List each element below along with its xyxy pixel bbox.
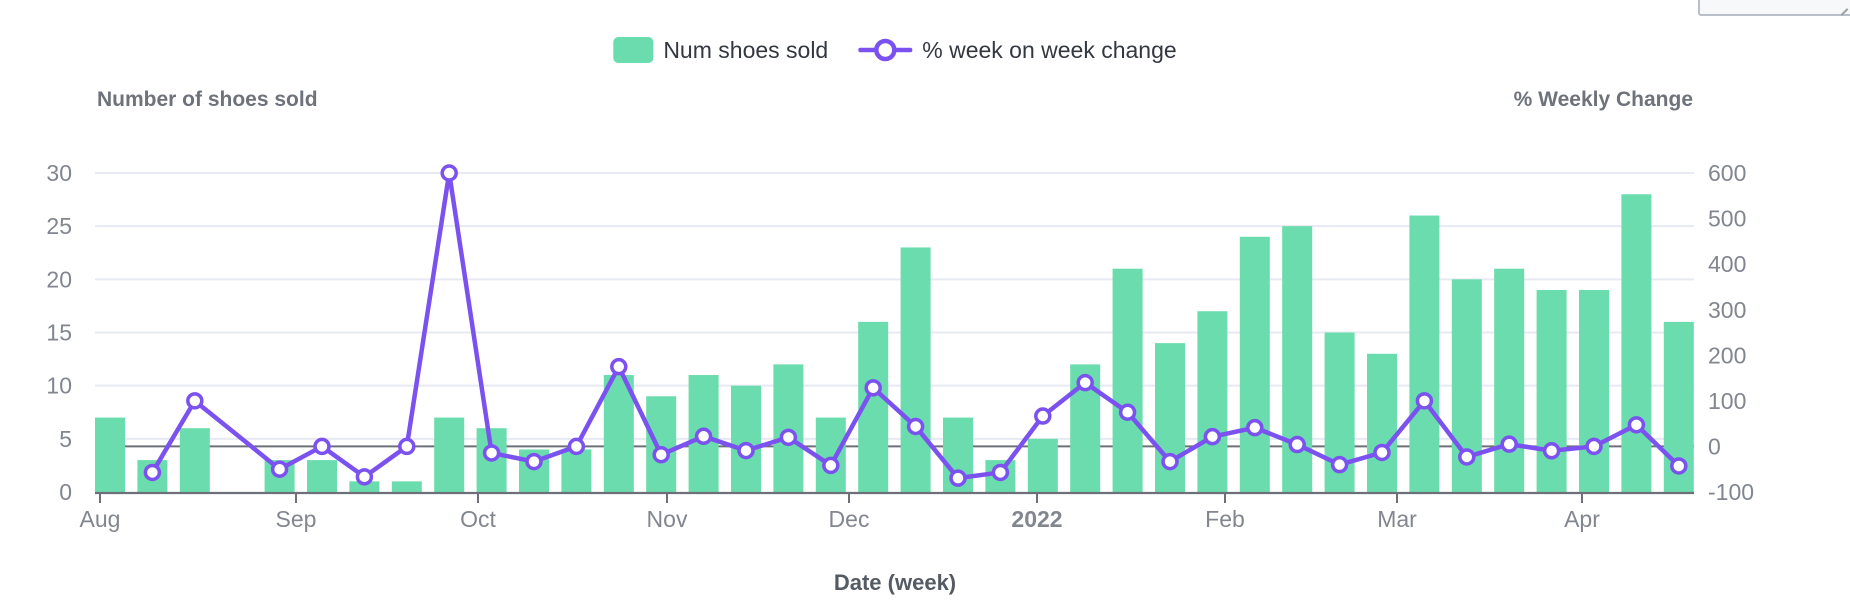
line-marker[interactable] [1585, 437, 1603, 456]
line-marker[interactable] [1161, 452, 1179, 471]
bar[interactable] [434, 417, 465, 492]
line-marker[interactable] [1076, 373, 1094, 392]
resize-grip-icon [1840, 8, 1849, 16]
chart-legend: Num shoes sold % week on week change [613, 36, 1177, 64]
line-marker[interactable] [1415, 392, 1434, 410]
bar[interactable] [95, 417, 125, 492]
line-marker[interactable] [1670, 457, 1688, 475]
bar[interactable] [1197, 311, 1228, 492]
line-marker[interactable] [525, 452, 543, 471]
line-marker[interactable] [779, 428, 798, 447]
bar[interactable] [1112, 268, 1143, 492]
x-axis-title: Date (week) [833, 570, 957, 595]
left-tick-label: 30 [46, 160, 72, 186]
line-marker[interactable] [1627, 416, 1646, 434]
line-marker[interactable] [610, 357, 628, 376]
bar[interactable] [1409, 215, 1440, 493]
line-ring-icon [858, 38, 913, 62]
x-tick-label: Nov [647, 506, 688, 532]
legend-item-week-on-week-change[interactable]: % week on week change [858, 36, 1177, 64]
top-right-cutoff-panel [1698, 0, 1850, 16]
line-marker[interactable] [822, 456, 840, 475]
right-axis-title: % Weekly Change [1513, 88, 1693, 111]
left-axis-title: Number of shoes sold [97, 88, 318, 111]
bar[interactable] [349, 481, 380, 492]
bar[interactable] [179, 428, 210, 492]
bar[interactable] [815, 417, 846, 492]
bar[interactable] [1239, 236, 1270, 492]
bar[interactable] [1536, 289, 1567, 492]
line-marker[interactable] [1500, 435, 1518, 453]
right-tick-label: 300 [1708, 297, 1746, 323]
left-tick-label: 25 [46, 213, 72, 239]
bar-swatch-icon [613, 37, 654, 63]
left-tick-label: 15 [46, 320, 72, 346]
bar[interactable] [1367, 353, 1397, 492]
x-tick-label: Oct [460, 506, 496, 532]
line-marker[interactable] [1203, 427, 1222, 446]
line-marker[interactable] [1246, 418, 1264, 437]
bar[interactable] [1621, 194, 1652, 492]
line-marker[interactable] [482, 444, 501, 462]
right-tick-label: -100 [1708, 479, 1754, 505]
legend-label: % week on week change [922, 36, 1177, 63]
line-marker[interactable] [567, 437, 586, 456]
legend-item-num-shoes-sold[interactable]: Num shoes sold [613, 37, 828, 64]
bar[interactable] [391, 481, 422, 492]
right-tick-label: 200 [1708, 342, 1746, 368]
line-marker[interactable] [694, 427, 713, 446]
bar[interactable] [1494, 268, 1525, 492]
line-marker[interactable] [991, 463, 1010, 482]
line-marker[interactable] [1288, 435, 1306, 454]
x-tick-label: 2022 [1011, 506, 1062, 532]
line-marker[interactable] [1118, 403, 1137, 421]
line-marker[interactable] [1373, 443, 1391, 462]
bar[interactable] [603, 375, 634, 492]
line-marker[interactable] [1458, 448, 1476, 466]
bar[interactable] [1027, 438, 1058, 492]
x-tick-label: Dec [829, 506, 870, 532]
bar[interactable] [307, 460, 337, 492]
right-tick-label: 100 [1708, 388, 1746, 414]
right-tick-label: 400 [1708, 251, 1746, 277]
line-marker[interactable] [355, 468, 374, 486]
line-marker[interactable] [1034, 407, 1052, 425]
right-tick-label: 600 [1708, 160, 1746, 186]
x-tick-label: Aug [80, 506, 121, 532]
left-tick-label: 5 [59, 426, 72, 452]
line-marker[interactable] [949, 469, 967, 487]
x-tick-label: Mar [1377, 506, 1417, 532]
line-marker[interactable] [270, 460, 289, 478]
legend-label: Num shoes sold [663, 36, 829, 63]
line-marker[interactable] [737, 441, 755, 460]
percent-change-line [150, 170, 1682, 481]
line-marker[interactable] [398, 437, 416, 456]
bar[interactable] [900, 247, 931, 492]
line-marker[interactable] [1330, 455, 1349, 474]
line-marker[interactable] [1542, 442, 1561, 460]
left-tick-label: 20 [46, 266, 72, 292]
bar[interactable] [773, 364, 804, 492]
line-marker[interactable] [652, 445, 670, 464]
line-marker[interactable] [186, 392, 204, 410]
x-tick-label: Feb [1205, 506, 1245, 532]
x-tick-label: Apr [1564, 506, 1600, 532]
line-marker[interactable] [906, 417, 925, 436]
left-tick-label: 0 [59, 479, 72, 505]
bar[interactable] [731, 385, 761, 492]
line-marker[interactable] [864, 379, 882, 397]
bar[interactable] [561, 449, 592, 492]
line-marker[interactable] [143, 463, 162, 482]
left-tick-label: 10 [46, 373, 72, 399]
x-tick-label: Sep [276, 506, 317, 532]
line-marker[interactable] [313, 437, 331, 456]
bar[interactable] [646, 396, 677, 492]
right-tick-label: 0 [1708, 433, 1721, 459]
right-tick-label: 500 [1708, 206, 1746, 232]
line-marker[interactable] [440, 164, 458, 182]
bar[interactable] [1579, 289, 1609, 492]
